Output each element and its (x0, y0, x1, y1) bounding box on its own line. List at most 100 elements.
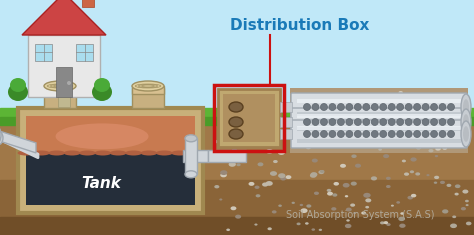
Circle shape (414, 118, 420, 125)
Circle shape (363, 118, 370, 125)
Ellipse shape (455, 193, 459, 196)
Circle shape (320, 130, 328, 137)
Ellipse shape (125, 150, 142, 156)
Ellipse shape (399, 91, 403, 94)
Ellipse shape (345, 224, 351, 228)
Ellipse shape (372, 136, 375, 138)
Ellipse shape (461, 207, 466, 210)
Polygon shape (0, 130, 36, 153)
Ellipse shape (428, 149, 434, 152)
Ellipse shape (456, 117, 462, 121)
Bar (208, 150, 246, 162)
Ellipse shape (373, 93, 378, 97)
Ellipse shape (346, 208, 352, 212)
Circle shape (405, 103, 412, 110)
Ellipse shape (380, 221, 384, 224)
Circle shape (422, 118, 429, 125)
Circle shape (371, 130, 378, 137)
Ellipse shape (229, 117, 243, 127)
Circle shape (312, 103, 319, 110)
Circle shape (355, 103, 361, 110)
Circle shape (422, 130, 429, 137)
Ellipse shape (452, 215, 456, 218)
Circle shape (355, 130, 361, 137)
Ellipse shape (400, 212, 404, 215)
Circle shape (355, 118, 361, 125)
Ellipse shape (303, 118, 306, 121)
Ellipse shape (278, 173, 285, 178)
Bar (297, 127, 461, 131)
Bar (0, 117, 474, 125)
Text: Distribution Box: Distribution Box (230, 17, 370, 32)
Ellipse shape (404, 172, 409, 176)
FancyBboxPatch shape (291, 93, 467, 121)
Ellipse shape (339, 130, 343, 133)
Circle shape (329, 118, 336, 125)
FancyBboxPatch shape (218, 89, 280, 147)
Ellipse shape (92, 83, 112, 101)
Ellipse shape (319, 112, 323, 115)
Ellipse shape (429, 123, 433, 126)
Bar (223, 94, 275, 142)
Ellipse shape (396, 201, 400, 204)
Ellipse shape (350, 204, 355, 207)
Ellipse shape (365, 198, 371, 202)
Circle shape (320, 103, 328, 110)
Bar (0, 108, 474, 122)
Ellipse shape (337, 137, 341, 139)
Ellipse shape (325, 133, 328, 135)
Circle shape (337, 130, 345, 137)
Ellipse shape (220, 170, 228, 175)
Ellipse shape (348, 124, 354, 128)
Ellipse shape (331, 135, 335, 137)
Ellipse shape (8, 83, 28, 101)
Ellipse shape (447, 96, 450, 98)
Ellipse shape (292, 93, 296, 95)
Circle shape (312, 118, 319, 125)
Ellipse shape (64, 150, 81, 156)
Circle shape (380, 118, 387, 125)
Ellipse shape (221, 151, 227, 154)
Ellipse shape (410, 93, 415, 96)
Circle shape (337, 103, 345, 110)
Ellipse shape (416, 146, 421, 150)
Circle shape (303, 130, 310, 137)
Bar (82, 0, 94, 7)
Ellipse shape (334, 182, 339, 186)
Ellipse shape (402, 160, 406, 162)
Ellipse shape (246, 129, 252, 133)
Circle shape (430, 130, 438, 137)
Ellipse shape (232, 148, 237, 151)
Ellipse shape (451, 116, 457, 120)
Ellipse shape (278, 150, 285, 155)
Ellipse shape (187, 150, 203, 156)
Ellipse shape (132, 81, 164, 91)
Ellipse shape (265, 181, 273, 186)
Ellipse shape (435, 155, 438, 157)
Ellipse shape (361, 212, 366, 215)
Ellipse shape (349, 143, 354, 147)
Bar (0, 180, 474, 235)
Ellipse shape (397, 122, 402, 125)
Ellipse shape (383, 221, 388, 224)
Ellipse shape (393, 108, 399, 111)
Bar (0, 117, 474, 235)
Ellipse shape (310, 173, 317, 178)
Circle shape (346, 130, 353, 137)
Ellipse shape (79, 150, 96, 156)
Ellipse shape (292, 202, 295, 204)
Ellipse shape (226, 153, 231, 156)
Ellipse shape (450, 223, 457, 228)
Circle shape (337, 118, 345, 125)
Ellipse shape (327, 189, 331, 192)
Ellipse shape (442, 147, 447, 150)
Ellipse shape (355, 164, 361, 168)
Ellipse shape (432, 145, 436, 147)
Ellipse shape (267, 227, 272, 230)
Circle shape (388, 118, 395, 125)
Bar (0, 0, 474, 125)
Ellipse shape (410, 170, 414, 173)
Circle shape (329, 103, 336, 110)
Ellipse shape (440, 181, 445, 184)
Ellipse shape (386, 177, 391, 180)
